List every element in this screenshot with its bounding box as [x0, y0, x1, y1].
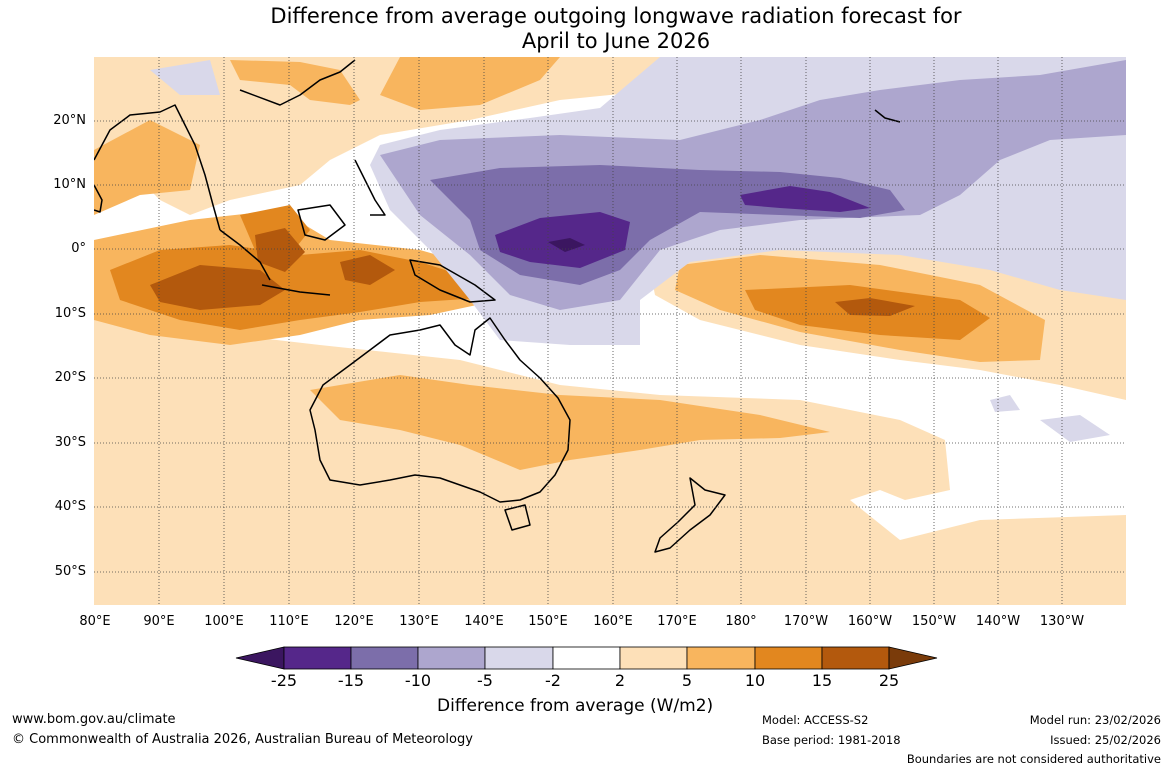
colorbar-tick-label: 15 — [811, 671, 833, 690]
java-coastline — [261, 284, 331, 296]
lat-label-20s: 20°S — [54, 370, 86, 385]
colorbar — [235, 646, 938, 670]
anomaly-band-below-neg25 — [548, 238, 585, 252]
website-link[interactable]: www.bom.gov.au/climate — [12, 712, 176, 727]
asia-mainland-coastline — [94, 104, 221, 231]
tasmania-coastline — [504, 504, 531, 531]
lat-label-50s: 50°S — [54, 564, 86, 579]
colorbar-tick-label: -25 — [270, 671, 298, 690]
lat-label-10n: 10°N — [53, 177, 86, 192]
colorbar-swatch-neg15-to-neg10 — [350, 646, 419, 670]
lon-label-80e: 80°E — [79, 614, 111, 629]
colorbar-tick-label: -2 — [545, 671, 561, 690]
colorbar-swatch-5-to-10 — [686, 646, 756, 670]
lon-label-110e: 110°E — [269, 614, 309, 629]
colorbar-title: Difference from average (W/m2) — [437, 696, 714, 716]
coastlines — [94, 59, 901, 553]
philippines-coastline — [354, 159, 386, 216]
lon-label-100e: 100°E — [204, 614, 244, 629]
colorbar-tick-label: -5 — [477, 671, 493, 690]
borneo-coastline — [297, 204, 346, 241]
colorbar-swatch-neg25-to-neg15 — [283, 646, 352, 670]
colorbar-tick-label: 10 — [744, 671, 766, 690]
lat-label-10s: 10°S — [54, 306, 86, 321]
lat-label-20n: 20°N — [53, 113, 86, 128]
lon-label-120e: 120°E — [334, 614, 374, 629]
lon-label-170w: 170°W — [783, 614, 829, 629]
map-panel — [94, 57, 1126, 605]
lon-label-150w: 150°W — [911, 614, 957, 629]
australia-coastline — [309, 317, 571, 503]
colorbar-left-arrow — [235, 646, 285, 670]
new-zealand-coastline — [654, 477, 726, 553]
colorbar-swatch-neg5-to-neg2 — [484, 646, 554, 670]
lon-label-140w: 140°W — [975, 614, 1021, 629]
base-period: Base period: 1981-2018 — [762, 733, 901, 747]
lon-label-150e: 150°E — [528, 614, 568, 629]
map-title: Difference from average outgoing longwav… — [0, 4, 1173, 54]
lon-label-140e: 140°E — [464, 614, 504, 629]
colorbar-tick-label: 5 — [681, 671, 693, 690]
colorbar-swatch-10-to-15 — [754, 646, 823, 670]
colorbar-tick-label: -15 — [337, 671, 365, 690]
lon-label-160e: 160°E — [593, 614, 633, 629]
colorbar-right-arrow — [888, 646, 938, 670]
india-coastline — [94, 184, 103, 213]
colorbar-swatch-15-to-25 — [821, 646, 890, 670]
copyright-text: © Commonwealth of Australia 2026, Austra… — [12, 732, 473, 747]
issued-date: Issued: 25/02/2026 — [1050, 733, 1161, 747]
lon-label-160w: 160°W — [847, 614, 893, 629]
lon-label-130e: 130°E — [399, 614, 439, 629]
lat-label-40s: 40°S — [54, 499, 86, 514]
china-coastline — [239, 59, 356, 106]
colorbar-swatch-2-to-5 — [619, 646, 688, 670]
lat-label-equator: 0° — [71, 241, 86, 256]
lat-label-30s: 30°S — [54, 435, 86, 450]
lon-label-90e: 90°E — [143, 614, 175, 629]
boundaries-disclaimer: Boundaries are not considered authoritat… — [906, 752, 1161, 766]
colorbar-tick-label: 2 — [614, 671, 626, 690]
new-guinea-coastline — [409, 259, 496, 303]
lon-label-170e: 170°E — [657, 614, 697, 629]
colorbar-tick-label: -10 — [404, 671, 432, 690]
colorbar-swatch-neg10-to-neg5 — [417, 646, 486, 670]
map-title-line1: Difference from average outgoing longwav… — [270, 4, 962, 28]
model-run-date: Model run: 23/02/2026 — [1029, 713, 1161, 727]
map-title-line2: April to June 2026 — [521, 29, 711, 53]
anomaly-band-15-to-25 — [150, 228, 915, 316]
gridlines — [94, 57, 1126, 605]
colorbar-swatch-neg2-to-2 — [552, 646, 621, 670]
model-name: Model: ACCESS-S2 — [762, 713, 869, 727]
sumatra-coastline — [219, 229, 271, 281]
lon-label-130w: 130°W — [1039, 614, 1085, 629]
colorbar-tick-label: 25 — [878, 671, 900, 690]
lon-label-180: 180° — [725, 614, 757, 629]
